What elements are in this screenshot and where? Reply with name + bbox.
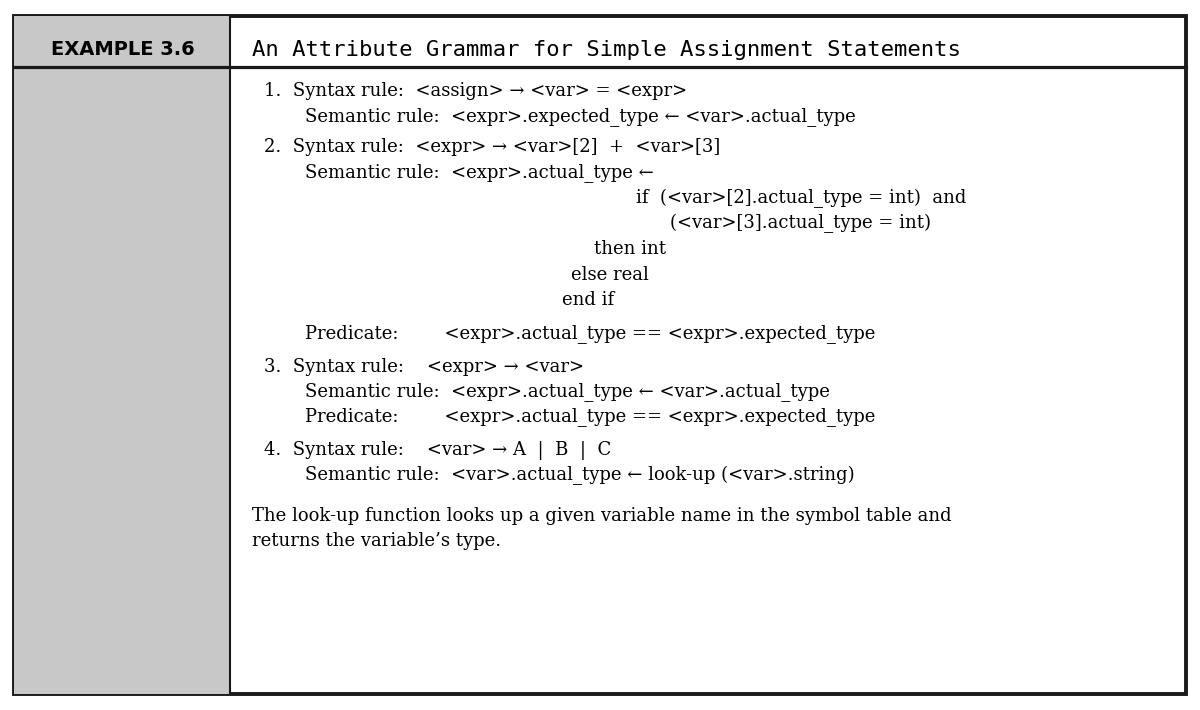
Text: Predicate:        <expr>.actual_type == <expr>.expected_type: Predicate: <expr>.actual_type == <expr>.…	[305, 324, 875, 343]
Text: else real: else real	[571, 266, 649, 284]
Text: (<var>[3].actual_type = int): (<var>[3].actual_type = int)	[670, 214, 931, 234]
Text: Semantic rule:  <expr>.expected_type ← <var>.actual_type: Semantic rule: <expr>.expected_type ← <v…	[305, 107, 856, 126]
Text: Semantic rule:  <var>.actual_type ← look-up (<var>.string): Semantic rule: <var>.actual_type ← look-…	[305, 465, 854, 485]
Text: end if: end if	[562, 291, 613, 310]
Text: then int: then int	[594, 240, 666, 258]
Text: Predicate:        <expr>.actual_type == <expr>.expected_type: Predicate: <expr>.actual_type == <expr>.…	[305, 408, 875, 426]
Text: if  (<var>[2].actual_type = int)  and: if (<var>[2].actual_type = int) and	[636, 188, 966, 208]
Text: 3.  Syntax rule:    <expr> → <var>: 3. Syntax rule: <expr> → <var>	[264, 358, 584, 376]
Text: 2.  Syntax rule:  <expr> → <var>[2]  +  <var>[3]: 2. Syntax rule: <expr> → <var>[2] + <var…	[264, 138, 720, 156]
Text: 1.  Syntax rule:  <assign> → <var> = <expr>: 1. Syntax rule: <assign> → <var> = <expr…	[264, 82, 688, 100]
Text: Semantic rule:  <expr>.actual_type ← <var>.actual_type: Semantic rule: <expr>.actual_type ← <var…	[305, 383, 829, 401]
Text: returns the variable’s type.: returns the variable’s type.	[252, 532, 502, 550]
Text: Semantic rule:  <expr>.actual_type ←: Semantic rule: <expr>.actual_type ←	[305, 163, 654, 182]
Bar	[14, 16, 230, 694]
Text: An Attribute Grammar for Simple Assignment Statements: An Attribute Grammar for Simple Assignme…	[252, 40, 961, 60]
Text: 4.  Syntax rule:    <var> → A  |  B  |  C: 4. Syntax rule: <var> → A | B | C	[264, 441, 611, 459]
Text: The look-up function looks up a given variable name in the symbol table and: The look-up function looks up a given va…	[252, 507, 952, 525]
Text: EXAMPLE 3.6: EXAMPLE 3.6	[50, 40, 194, 59]
